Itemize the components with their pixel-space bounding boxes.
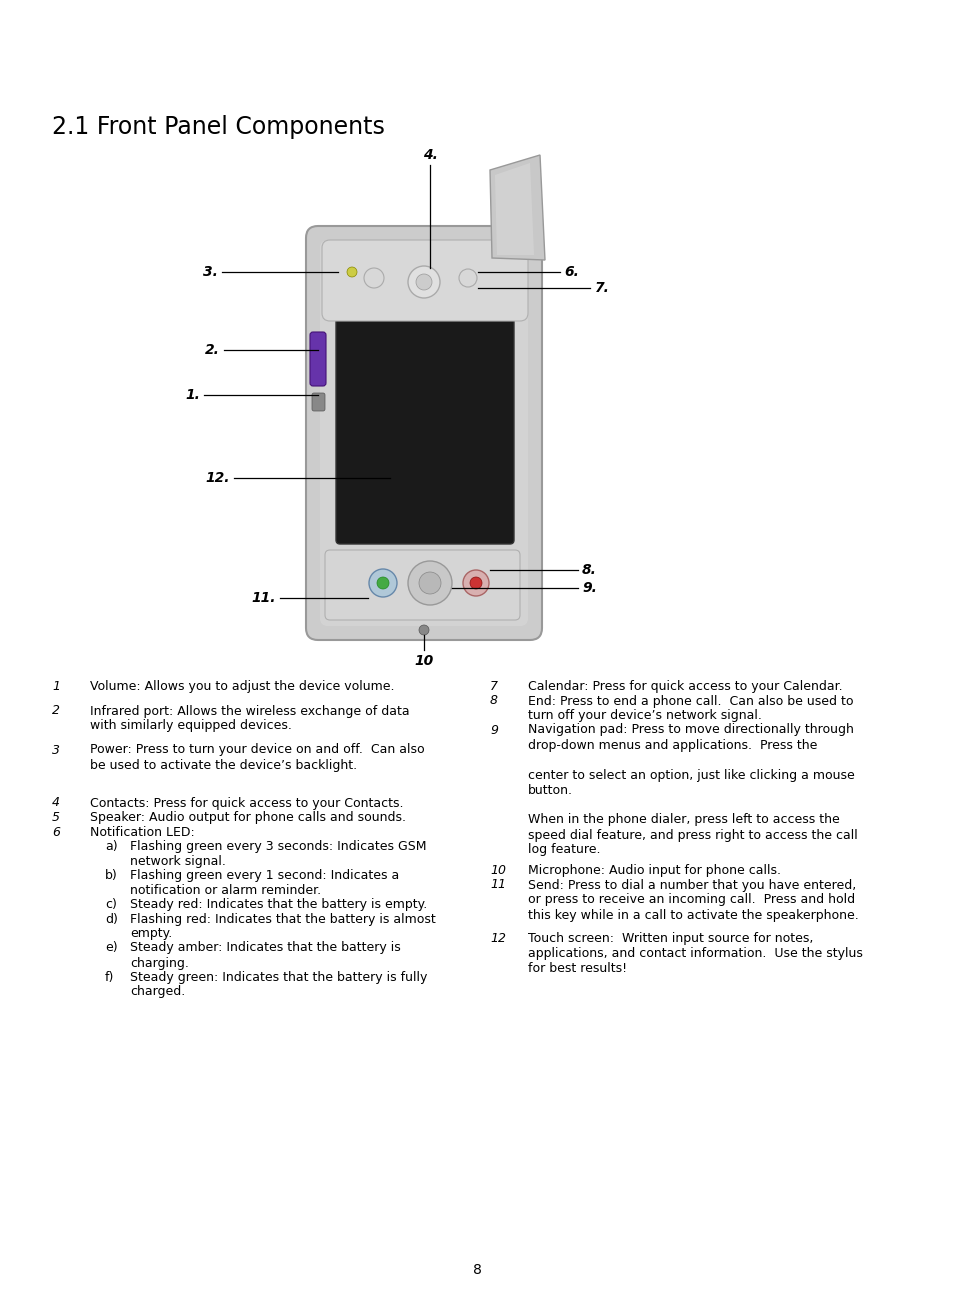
Text: 7.: 7.	[595, 282, 609, 295]
Text: a): a)	[105, 840, 117, 853]
Text: Notification LED:: Notification LED:	[90, 825, 194, 838]
FancyBboxPatch shape	[335, 316, 514, 544]
Text: e): e)	[105, 941, 117, 954]
Text: 2: 2	[52, 704, 60, 717]
Circle shape	[376, 576, 389, 590]
Text: Steady red: Indicates that the battery is empty.: Steady red: Indicates that the battery i…	[130, 898, 427, 911]
FancyBboxPatch shape	[306, 226, 541, 640]
Text: Steady green: Indicates that the battery is fully
charged.: Steady green: Indicates that the battery…	[130, 970, 427, 999]
Text: 11.: 11.	[252, 591, 275, 605]
FancyBboxPatch shape	[312, 393, 325, 411]
Text: Power: Press to turn your device on and off.  Can also
be used to activate the d: Power: Press to turn your device on and …	[90, 744, 424, 771]
Text: 10: 10	[490, 865, 505, 876]
Text: 2.1 Front Panel Components: 2.1 Front Panel Components	[52, 114, 384, 139]
Text: 9: 9	[490, 724, 497, 737]
Polygon shape	[495, 163, 534, 255]
Text: c): c)	[105, 898, 117, 911]
Text: b): b)	[105, 869, 117, 882]
Text: Contacts: Press for quick access to your Contacts.: Contacts: Press for quick access to your…	[90, 796, 403, 809]
Text: Infrared port: Allows the wireless exchange of data
with similarly equipped devi: Infrared port: Allows the wireless excha…	[90, 704, 409, 733]
Text: Touch screen:  Written input source for notes,
applications, and contact informa: Touch screen: Written input source for n…	[527, 932, 862, 975]
Text: 8.: 8.	[581, 563, 597, 576]
Text: 11: 11	[490, 879, 505, 891]
Circle shape	[364, 268, 384, 288]
Text: 1.: 1.	[185, 388, 200, 401]
Text: 9.: 9.	[581, 580, 597, 595]
Text: 2.: 2.	[205, 343, 220, 357]
Text: 12: 12	[490, 932, 505, 945]
Text: 10: 10	[414, 654, 434, 669]
Text: 8: 8	[472, 1263, 481, 1277]
Text: Flashing red: Indicates that the battery is almost
empty.: Flashing red: Indicates that the battery…	[130, 912, 436, 941]
Polygon shape	[490, 155, 544, 261]
Text: 1: 1	[52, 680, 60, 694]
Circle shape	[408, 266, 439, 297]
Circle shape	[347, 267, 356, 276]
Text: 3.: 3.	[203, 265, 218, 279]
Text: Microphone: Audio input for phone calls.: Microphone: Audio input for phone calls.	[527, 865, 781, 876]
Text: 8: 8	[490, 695, 497, 708]
FancyBboxPatch shape	[310, 332, 326, 386]
Text: 12.: 12.	[205, 471, 230, 486]
Text: Flashing green every 1 second: Indicates a
notification or alarm reminder.: Flashing green every 1 second: Indicates…	[130, 869, 399, 898]
FancyBboxPatch shape	[322, 240, 527, 321]
Text: 3: 3	[52, 744, 60, 757]
Text: Steady amber: Indicates that the battery is
charging.: Steady amber: Indicates that the battery…	[130, 941, 400, 970]
Text: Speaker: Audio output for phone calls and sounds.: Speaker: Audio output for phone calls an…	[90, 811, 406, 824]
Circle shape	[416, 274, 432, 290]
Circle shape	[470, 576, 481, 590]
FancyBboxPatch shape	[319, 240, 527, 626]
Text: 7: 7	[490, 680, 497, 694]
Circle shape	[418, 572, 440, 594]
Text: 6: 6	[52, 825, 60, 838]
FancyBboxPatch shape	[325, 550, 519, 620]
Text: 5: 5	[52, 811, 60, 824]
Text: Volume: Allows you to adjust the device volume.: Volume: Allows you to adjust the device …	[90, 680, 395, 694]
Circle shape	[462, 570, 489, 596]
Text: d): d)	[105, 912, 118, 925]
Circle shape	[369, 569, 396, 597]
Text: 6.: 6.	[563, 265, 578, 279]
Circle shape	[458, 268, 476, 287]
Text: f): f)	[105, 970, 114, 983]
Text: Calendar: Press for quick access to your Calendar.: Calendar: Press for quick access to your…	[527, 680, 841, 694]
Text: 4.: 4.	[422, 147, 437, 162]
Circle shape	[418, 625, 429, 636]
Text: Flashing green every 3 seconds: Indicates GSM
network signal.: Flashing green every 3 seconds: Indicate…	[130, 840, 426, 869]
Text: 4: 4	[52, 796, 60, 809]
Circle shape	[408, 561, 452, 605]
Text: Navigation pad: Press to move directionally through
drop-down menus and applicat: Navigation pad: Press to move directiona…	[527, 724, 857, 857]
Text: Send: Press to dial a number that you have entered,
or press to receive an incom: Send: Press to dial a number that you ha…	[527, 879, 858, 921]
Text: End: Press to end a phone call.  Can also be used to
turn off your device’s netw: End: Press to end a phone call. Can also…	[527, 695, 853, 722]
